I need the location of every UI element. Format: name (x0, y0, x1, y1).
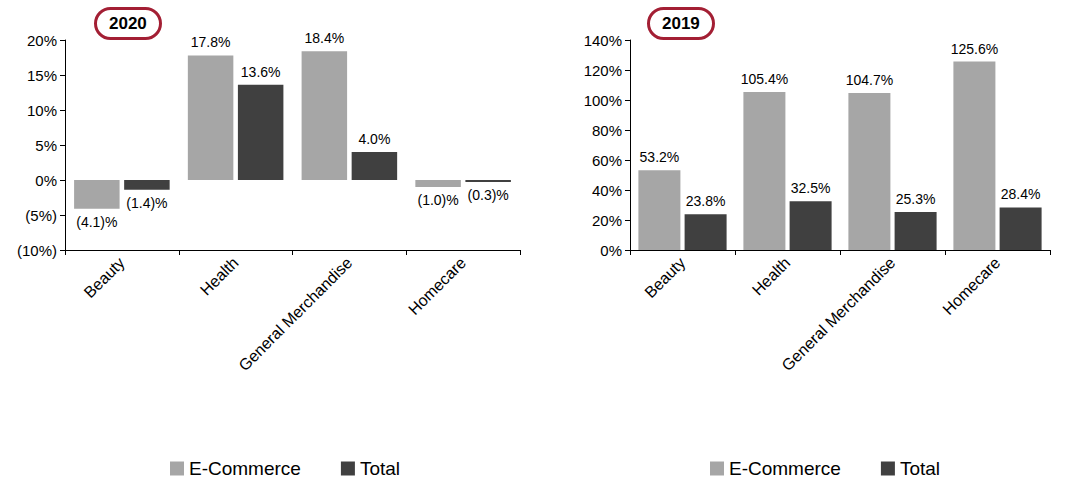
svg-text:General Merchandise: General Merchandise (235, 254, 355, 374)
svg-text:0%: 0% (600, 242, 622, 259)
svg-text:Health: Health (749, 254, 794, 299)
svg-text:25.3%: 25.3% (896, 191, 936, 207)
svg-text:20%: 20% (27, 32, 57, 49)
svg-text:(4.1)%: (4.1)% (76, 214, 117, 230)
svg-text:20%: 20% (592, 212, 622, 229)
svg-text:Total: Total (900, 458, 940, 479)
svg-text:100%: 100% (584, 92, 622, 109)
svg-text:105.4%: 105.4% (741, 71, 788, 87)
svg-text:53.2%: 53.2% (640, 149, 680, 165)
svg-text:125.6%: 125.6% (951, 41, 998, 57)
svg-text:60%: 60% (592, 152, 622, 169)
svg-text:32.5%: 32.5% (791, 180, 831, 196)
svg-text:40%: 40% (592, 182, 622, 199)
svg-text:(1.4)%: (1.4)% (126, 195, 167, 211)
svg-text:104.7%: 104.7% (846, 72, 893, 88)
svg-text:15%: 15% (27, 67, 57, 84)
svg-text:(1.0)%: (1.0)% (417, 192, 458, 208)
svg-text:10%: 10% (27, 102, 57, 119)
svg-text:17.8%: 17.8% (191, 34, 231, 50)
svg-text:(0.3)%: (0.3)% (468, 187, 509, 203)
svg-text:General Merchandise: General Merchandise (778, 254, 898, 374)
svg-text:120%: 120% (584, 62, 622, 79)
svg-text:140%: 140% (584, 32, 622, 49)
svg-text:23.8%: 23.8% (686, 193, 726, 209)
svg-text:5%: 5% (35, 137, 57, 154)
svg-text:2020: 2020 (109, 14, 147, 33)
svg-text:(5%): (5%) (25, 207, 57, 224)
svg-text:Homecare: Homecare (939, 254, 1003, 318)
svg-text:Total: Total (360, 458, 400, 479)
svg-text:Beauty: Beauty (81, 254, 128, 301)
svg-text:E-Commerce: E-Commerce (729, 458, 841, 479)
svg-text:Health: Health (197, 254, 242, 299)
svg-text:E-Commerce: E-Commerce (189, 458, 301, 479)
svg-text:0%: 0% (35, 172, 57, 189)
svg-text:2019: 2019 (662, 14, 700, 33)
svg-text:(10%): (10%) (17, 242, 57, 259)
svg-text:Beauty: Beauty (641, 254, 688, 301)
svg-text:Homecare: Homecare (405, 254, 469, 318)
svg-text:18.4%: 18.4% (304, 30, 344, 46)
svg-text:13.6%: 13.6% (241, 64, 281, 80)
svg-text:80%: 80% (592, 122, 622, 139)
svg-text:4.0%: 4.0% (358, 131, 390, 147)
svg-text:28.4%: 28.4% (1001, 186, 1041, 202)
